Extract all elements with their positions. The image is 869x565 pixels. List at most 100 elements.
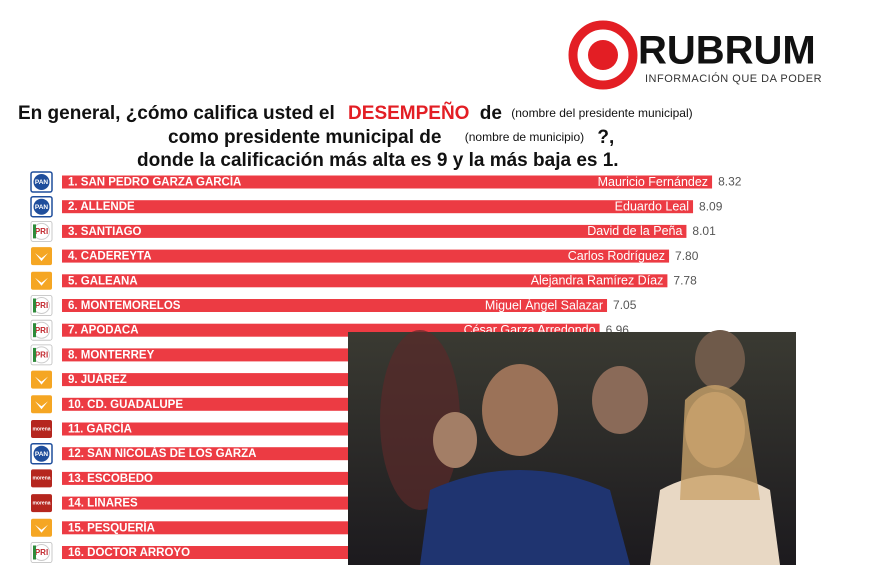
icon-text: morena	[32, 500, 50, 506]
brand-tagline: INFORMACIÓN QUE DA PODER	[645, 72, 822, 85]
value-label: 8.09	[699, 199, 723, 213]
logo-ring	[568, 20, 638, 90]
icon-bird	[35, 376, 48, 385]
category-label: 3. SANTIAGO	[68, 226, 142, 238]
party-icon: PRI	[30, 220, 53, 242]
bar-hidden	[62, 422, 362, 436]
icon-bg	[30, 344, 53, 366]
category-label: 7. APODACA	[68, 325, 139, 337]
icon-stripe	[33, 545, 36, 560]
icon-bg	[30, 319, 53, 341]
icon-disc	[33, 174, 50, 190]
icon-bg	[31, 271, 52, 290]
icon-bird	[35, 277, 48, 286]
candidate-label: Carlos Rodríguez	[568, 249, 665, 263]
party-icon: PAN	[30, 171, 53, 193]
bar-hidden	[62, 447, 362, 461]
q-text: de	[480, 103, 502, 124]
icon-text: PRI	[35, 301, 48, 310]
question-line-1: En general, ¿cómo califica usted el DESE…	[18, 102, 693, 124]
category-label: 5. GALEANA	[68, 275, 138, 287]
icon-bg	[30, 542, 53, 563]
party-icon: PAN	[30, 442, 53, 465]
bar	[62, 175, 713, 189]
icon-bg	[31, 247, 52, 266]
category-label: 9. JUÁREZ	[68, 373, 127, 386]
question-line-2: como presidente municipal de (nombre de …	[168, 127, 614, 148]
icon-stripe	[33, 347, 36, 362]
icon-bg	[30, 295, 53, 316]
q-highlight: DESEMPEÑO	[348, 102, 469, 124]
icon-text: PRI	[35, 548, 48, 557]
category-label: 10. CD. GUADALUPE	[68, 399, 183, 411]
icon-disc	[33, 198, 50, 215]
candidate-label: Miguel Ángel Salazar	[485, 297, 603, 312]
party-icon: PRI	[30, 344, 53, 366]
party-icon	[31, 518, 52, 537]
party-icon	[31, 395, 52, 414]
icon-stripe	[33, 298, 36, 313]
icon-text: PAN	[35, 204, 49, 211]
icon-text: morena	[32, 426, 50, 432]
icon-text: PAN	[35, 179, 49, 186]
candidate-label: David de la Peña	[587, 224, 682, 238]
icon-disc	[33, 445, 50, 462]
icon-bg	[31, 494, 52, 513]
q-note: (nombre de municipio)	[465, 130, 584, 144]
party-icon: morena	[31, 420, 52, 438]
bar-hidden	[62, 521, 362, 535]
candidate-label: Eduardo Leal	[615, 199, 689, 213]
value-label: 7.80	[675, 249, 699, 263]
icon-text: PRI	[35, 227, 48, 236]
value-label: 7.05	[613, 298, 637, 312]
bar-hidden	[62, 496, 362, 510]
icon-bg	[31, 518, 52, 537]
category-label: 8. MONTERREY	[68, 349, 155, 361]
bar	[62, 224, 687, 238]
category-label: 2. ALLENDE	[68, 201, 135, 213]
icon-text: PRI	[35, 326, 48, 335]
category-label: 14. LINARES	[68, 498, 138, 510]
party-icon: PAN	[30, 195, 53, 218]
bar-hidden	[62, 546, 362, 559]
q-text: ?,	[597, 127, 614, 148]
icon-bg	[30, 220, 53, 242]
value-label: 8.01	[692, 224, 716, 238]
bar	[62, 249, 670, 263]
logo-dot	[588, 40, 618, 70]
q-text: como presidente municipal de	[168, 127, 441, 148]
party-icon: PRI	[30, 319, 53, 341]
icon-text: PRI	[35, 351, 48, 360]
icon-stripe	[33, 224, 36, 239]
photo	[348, 330, 796, 565]
party-icon: morena	[31, 469, 52, 488]
category-label: 4. CADEREYTA	[68, 251, 152, 263]
icon-text: morena	[32, 476, 50, 482]
category-label: 12. SAN NICOLÁS DE LOS GARZA	[68, 447, 257, 460]
party-icon	[31, 370, 52, 389]
party-icon: morena	[31, 494, 52, 513]
q-text: En general, ¿cómo califica usted el	[18, 103, 335, 124]
bar-hidden	[62, 348, 362, 362]
icon-bird	[35, 524, 48, 533]
icon-text: PAN	[35, 451, 49, 458]
icon-bg	[31, 395, 52, 414]
category-label: 6. MONTEMORELOS	[68, 300, 181, 312]
icon-bg	[31, 469, 52, 488]
category-label: 15. PESQUERÍA	[68, 521, 155, 534]
brand-name: RUBRUM	[638, 29, 816, 73]
bar	[62, 200, 694, 214]
category-label: 13. ESCOBEDO	[68, 473, 153, 485]
icon-bird	[35, 253, 48, 262]
bar-hidden	[62, 471, 362, 485]
category-label: 16. DOCTOR ARROYO	[68, 547, 190, 559]
bar	[62, 299, 608, 312]
party-icon	[31, 247, 52, 266]
candidate-label: Alejandra Ramírez Díaz	[531, 274, 664, 288]
category-label: 1. SAN PEDRO GARZA GARCÍA	[68, 176, 241, 189]
icon-bg	[31, 370, 52, 389]
icon-bg	[31, 420, 52, 438]
party-icon: PRI	[30, 295, 53, 316]
question-line-3: donde la calificación más alta es 9 y la…	[137, 150, 619, 171]
